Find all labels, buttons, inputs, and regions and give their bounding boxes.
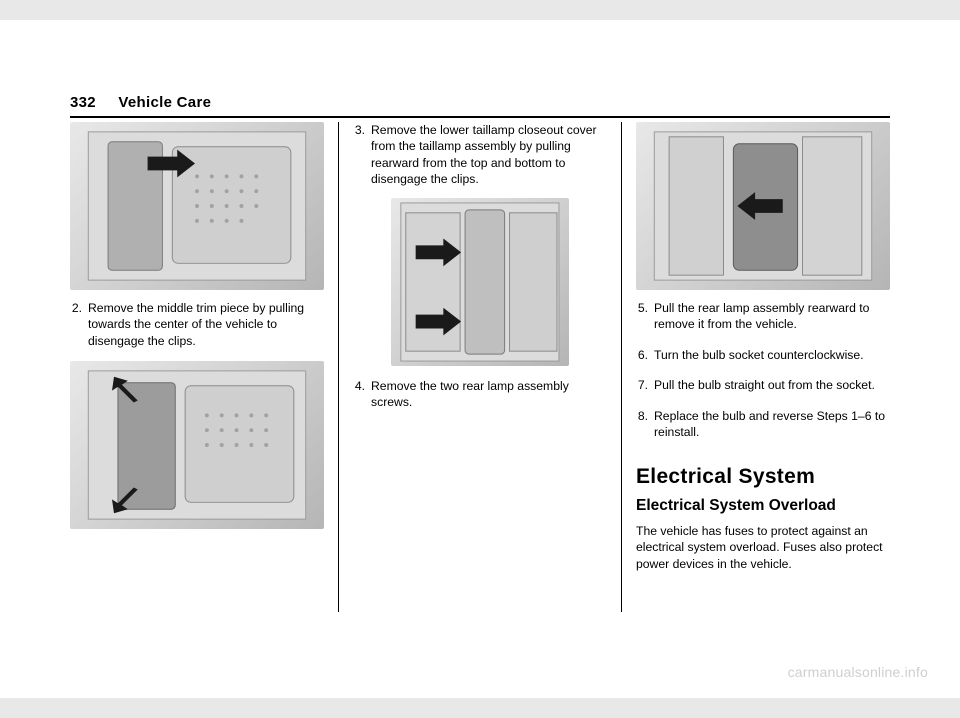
illustration-step1 bbox=[70, 122, 324, 290]
column-1: 2. Remove the middle trim piece by pulli… bbox=[70, 122, 338, 612]
step-text: Remove the lower taillamp closeout cover… bbox=[371, 122, 607, 188]
step-text: Pull the rear lamp assembly rearward to … bbox=[654, 300, 890, 333]
section-heading: Electrical System bbox=[636, 465, 890, 489]
step-number: 8. bbox=[636, 408, 654, 441]
page-header: 332 Vehicle Care bbox=[70, 94, 890, 118]
step-text: Replace the bulb and reverse Steps 1–6 t… bbox=[654, 408, 890, 441]
chapter-title: Vehicle Care bbox=[118, 94, 211, 111]
step-number: 6. bbox=[636, 347, 654, 363]
step-number: 3. bbox=[353, 122, 371, 188]
step-number: 7. bbox=[636, 377, 654, 393]
illustration-step5 bbox=[636, 122, 890, 290]
step-2: 2. Remove the middle trim piece by pulli… bbox=[70, 300, 324, 349]
step-3: 3. Remove the lower taillamp closeout co… bbox=[353, 122, 607, 188]
step-6: 6. Turn the bulb socket counterclockwise… bbox=[636, 347, 890, 363]
section-body: The vehicle has fuses to protect against… bbox=[636, 523, 890, 572]
illustration-step3 bbox=[391, 198, 569, 366]
manual-page: 332 Vehicle Care bbox=[0, 20, 960, 698]
step-number: 5. bbox=[636, 300, 654, 333]
page-number: 332 bbox=[70, 94, 96, 111]
step-5: 5. Pull the rear lamp assembly rearward … bbox=[636, 300, 890, 333]
step-text: Remove the two rear lamp assembly screws… bbox=[371, 378, 607, 411]
step-7: 7. Pull the bulb straight out from the s… bbox=[636, 377, 890, 393]
content-columns: 2. Remove the middle trim piece by pulli… bbox=[70, 122, 890, 612]
column-3: 5. Pull the rear lamp assembly rearward … bbox=[621, 122, 890, 612]
step-text: Turn the bulb socket counterclockwise. bbox=[654, 347, 890, 363]
step-number: 4. bbox=[353, 378, 371, 411]
illustration-step2 bbox=[70, 361, 324, 529]
column-2: 3. Remove the lower taillamp closeout co… bbox=[338, 122, 621, 612]
step-number: 2. bbox=[70, 300, 88, 349]
step-text: Pull the bulb straight out from the sock… bbox=[654, 377, 890, 393]
step-4: 4. Remove the two rear lamp assembly scr… bbox=[353, 378, 607, 411]
subsection-heading: Electrical System Overload bbox=[636, 497, 890, 515]
step-8: 8. Replace the bulb and reverse Steps 1–… bbox=[636, 408, 890, 441]
step-text: Remove the middle trim piece by pulling … bbox=[88, 300, 324, 349]
